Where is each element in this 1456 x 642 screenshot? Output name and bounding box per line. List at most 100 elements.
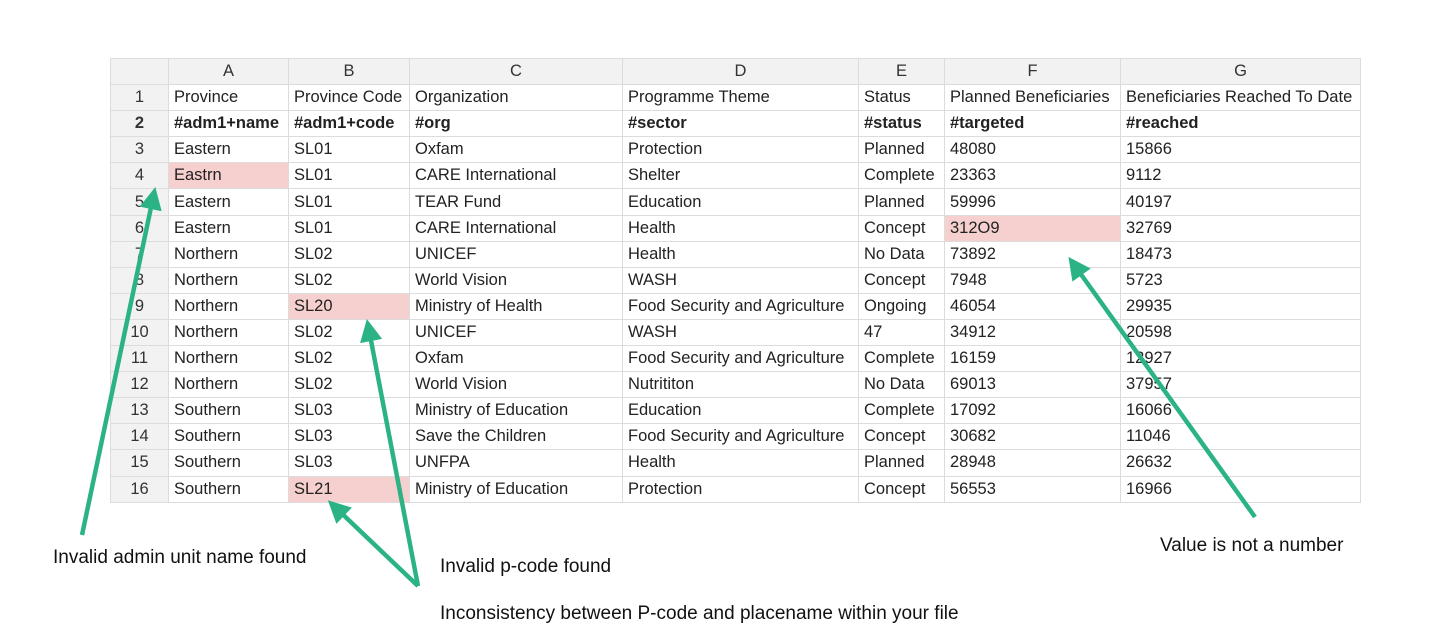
- table-cell[interactable]: UNICEF: [409, 240, 623, 268]
- table-cell[interactable]: Oxfam: [409, 345, 623, 373]
- table-cell[interactable]: Programme Theme: [622, 84, 859, 112]
- table-cell[interactable]: Complete: [858, 345, 945, 373]
- table-cell[interactable]: Ministry of Health: [409, 292, 623, 320]
- table-cell[interactable]: SL01: [288, 162, 410, 190]
- table-cell[interactable]: #targeted: [944, 110, 1121, 138]
- row-number[interactable]: 2: [110, 110, 169, 138]
- table-cell[interactable]: 29935: [1120, 292, 1361, 320]
- table-cell[interactable]: Complete: [858, 162, 945, 190]
- table-cell[interactable]: 56553: [944, 475, 1121, 503]
- table-cell[interactable]: 69013: [944, 371, 1121, 399]
- table-cell[interactable]: Organization: [409, 84, 623, 112]
- table-cell[interactable]: Shelter: [622, 162, 859, 190]
- table-cell[interactable]: Eastern: [168, 214, 289, 242]
- row-number[interactable]: 4: [110, 162, 169, 190]
- table-cell[interactable]: SL02: [288, 318, 410, 347]
- table-cell[interactable]: Health: [622, 240, 859, 268]
- table-cell[interactable]: WASH: [622, 318, 859, 347]
- table-cell[interactable]: 5723: [1120, 266, 1361, 294]
- table-cell[interactable]: Province Code: [288, 84, 410, 112]
- table-cell[interactable]: 9112: [1120, 162, 1361, 190]
- table-cell[interactable]: 18473: [1120, 240, 1361, 268]
- table-cell[interactable]: 11046: [1120, 423, 1361, 451]
- table-cell[interactable]: Education: [622, 188, 859, 216]
- table-cell[interactable]: 30682: [944, 423, 1121, 451]
- table-cell-error[interactable]: SL20: [288, 292, 410, 320]
- table-cell[interactable]: 37957: [1120, 371, 1361, 399]
- row-number[interactable]: 14: [110, 423, 169, 451]
- table-cell[interactable]: #adm1+code: [288, 110, 410, 138]
- table-cell[interactable]: 48080: [944, 136, 1121, 164]
- table-cell[interactable]: Food Security and Agriculture: [622, 423, 859, 451]
- table-cell[interactable]: Ministry of Education: [409, 397, 623, 425]
- table-cell[interactable]: Food Security and Agriculture: [622, 292, 859, 320]
- table-cell[interactable]: WASH: [622, 266, 859, 294]
- table-cell[interactable]: Southern: [168, 397, 289, 425]
- corner-cell[interactable]: [110, 57, 169, 86]
- table-cell[interactable]: No Data: [858, 240, 945, 268]
- table-cell[interactable]: SL02: [288, 240, 410, 268]
- column-header[interactable]: C: [409, 57, 623, 86]
- table-cell[interactable]: #sector: [622, 110, 859, 138]
- table-cell[interactable]: World Vision: [409, 371, 623, 399]
- row-number[interactable]: 7: [110, 240, 169, 268]
- table-cell[interactable]: 16159: [944, 345, 1121, 373]
- table-cell[interactable]: Concept: [858, 266, 945, 294]
- row-number[interactable]: 5: [110, 188, 169, 216]
- table-cell[interactable]: SL02: [288, 266, 410, 294]
- table-cell[interactable]: SL01: [288, 136, 410, 164]
- table-cell[interactable]: Protection: [622, 475, 859, 503]
- column-header[interactable]: A: [168, 57, 289, 86]
- table-cell[interactable]: Planned: [858, 188, 945, 216]
- table-cell[interactable]: Southern: [168, 475, 289, 503]
- table-cell[interactable]: 47: [858, 318, 945, 347]
- table-cell[interactable]: Food Security and Agriculture: [622, 345, 859, 373]
- table-cell[interactable]: Planned: [858, 136, 945, 164]
- table-cell[interactable]: Ministry of Education: [409, 475, 623, 503]
- table-cell[interactable]: 46054: [944, 292, 1121, 320]
- table-cell[interactable]: Northern: [168, 345, 289, 373]
- table-cell[interactable]: SL03: [288, 397, 410, 425]
- row-number[interactable]: 9: [110, 292, 169, 320]
- table-cell[interactable]: Ongoing: [858, 292, 945, 320]
- column-header[interactable]: G: [1120, 57, 1361, 86]
- row-number[interactable]: 16: [110, 475, 169, 503]
- table-cell[interactable]: SL01: [288, 188, 410, 216]
- table-cell[interactable]: Province: [168, 84, 289, 112]
- table-cell[interactable]: UNFPA: [409, 449, 623, 477]
- table-cell[interactable]: Nutrititon: [622, 371, 859, 399]
- table-cell[interactable]: 16966: [1120, 475, 1361, 503]
- table-cell[interactable]: Northern: [168, 266, 289, 294]
- table-cell[interactable]: 26632: [1120, 449, 1361, 477]
- table-cell[interactable]: 17092: [944, 397, 1121, 425]
- table-cell-error[interactable]: Eastrn: [168, 162, 289, 190]
- table-cell[interactable]: Eastern: [168, 188, 289, 216]
- table-cell[interactable]: Save the Children: [409, 423, 623, 451]
- table-cell[interactable]: SL01: [288, 214, 410, 242]
- table-cell[interactable]: Concept: [858, 214, 945, 242]
- table-cell[interactable]: 34912: [944, 318, 1121, 347]
- table-cell[interactable]: Protection: [622, 136, 859, 164]
- row-number[interactable]: 10: [110, 318, 169, 347]
- table-cell[interactable]: Planned Beneficiaries: [944, 84, 1121, 112]
- table-cell[interactable]: 20598: [1120, 318, 1361, 347]
- column-header[interactable]: D: [622, 57, 859, 86]
- table-cell[interactable]: SL02: [288, 371, 410, 399]
- table-cell[interactable]: #reached: [1120, 110, 1361, 138]
- row-number[interactable]: 8: [110, 266, 169, 294]
- table-cell[interactable]: Oxfam: [409, 136, 623, 164]
- table-cell[interactable]: 12927: [1120, 345, 1361, 373]
- table-cell[interactable]: Northern: [168, 292, 289, 320]
- table-cell-error[interactable]: 312O9: [944, 214, 1121, 242]
- table-cell[interactable]: Southern: [168, 423, 289, 451]
- table-cell[interactable]: No Data: [858, 371, 945, 399]
- table-cell[interactable]: Health: [622, 214, 859, 242]
- table-cell[interactable]: SL02: [288, 345, 410, 373]
- table-cell[interactable]: 28948: [944, 449, 1121, 477]
- table-cell[interactable]: 32769: [1120, 214, 1361, 242]
- table-cell[interactable]: 16066: [1120, 397, 1361, 425]
- table-cell[interactable]: Concept: [858, 423, 945, 451]
- table-cell-error[interactable]: SL21: [288, 475, 410, 503]
- column-header[interactable]: E: [858, 57, 945, 86]
- table-cell[interactable]: CARE International: [409, 162, 623, 190]
